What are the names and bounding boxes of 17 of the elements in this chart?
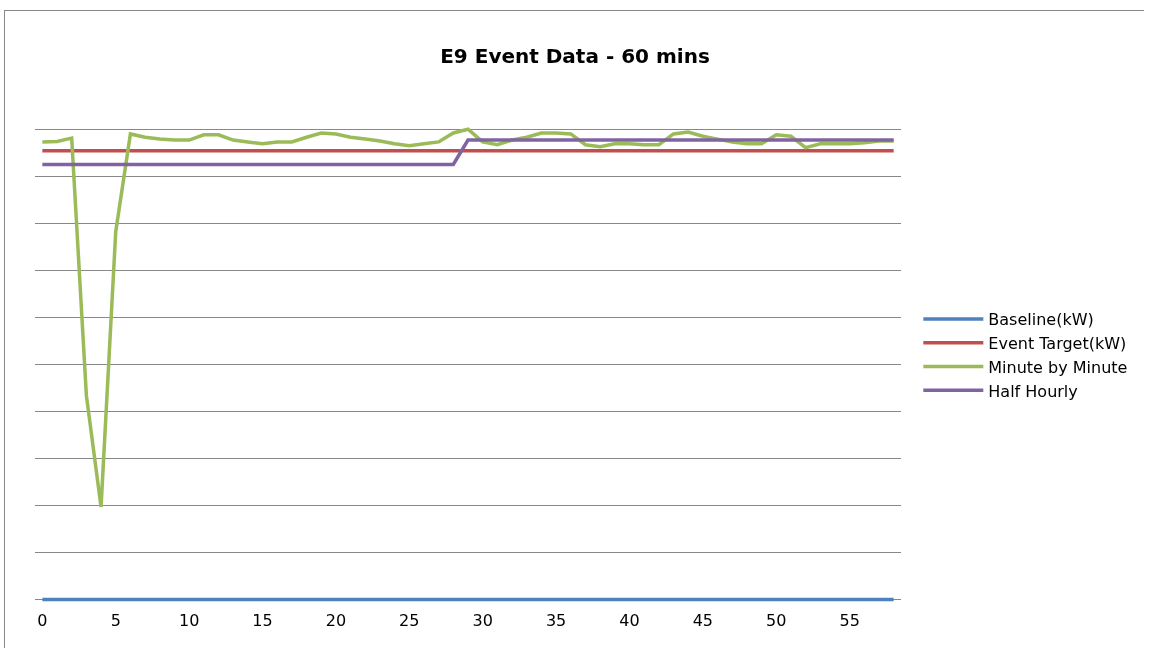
x-tick-label: 55 — [839, 611, 860, 630]
x-tick-label: 10 — [178, 611, 200, 630]
x-tick-label: 0 — [37, 611, 48, 630]
x-tick-label: 25 — [399, 611, 420, 630]
legend-label: Event Target(kW) — [988, 333, 1127, 353]
legend-label: Half Hourly — [988, 381, 1078, 401]
x-tick-label: 45 — [692, 611, 714, 630]
x-tick-label: 50 — [766, 611, 787, 630]
x-tick-label: 5 — [110, 611, 121, 630]
legend-label: Minute by Minute — [988, 357, 1128, 377]
chart-title: E9 Event Data - 60 mins — [440, 44, 710, 69]
x-tick-label: 30 — [472, 611, 493, 630]
legend-label: Baseline(kW) — [988, 310, 1094, 330]
x-tick-label: 35 — [545, 611, 567, 630]
x-tick-label: 15 — [252, 611, 273, 630]
x-tick-label: 40 — [619, 611, 640, 630]
x-tick-label: 20 — [325, 611, 347, 630]
